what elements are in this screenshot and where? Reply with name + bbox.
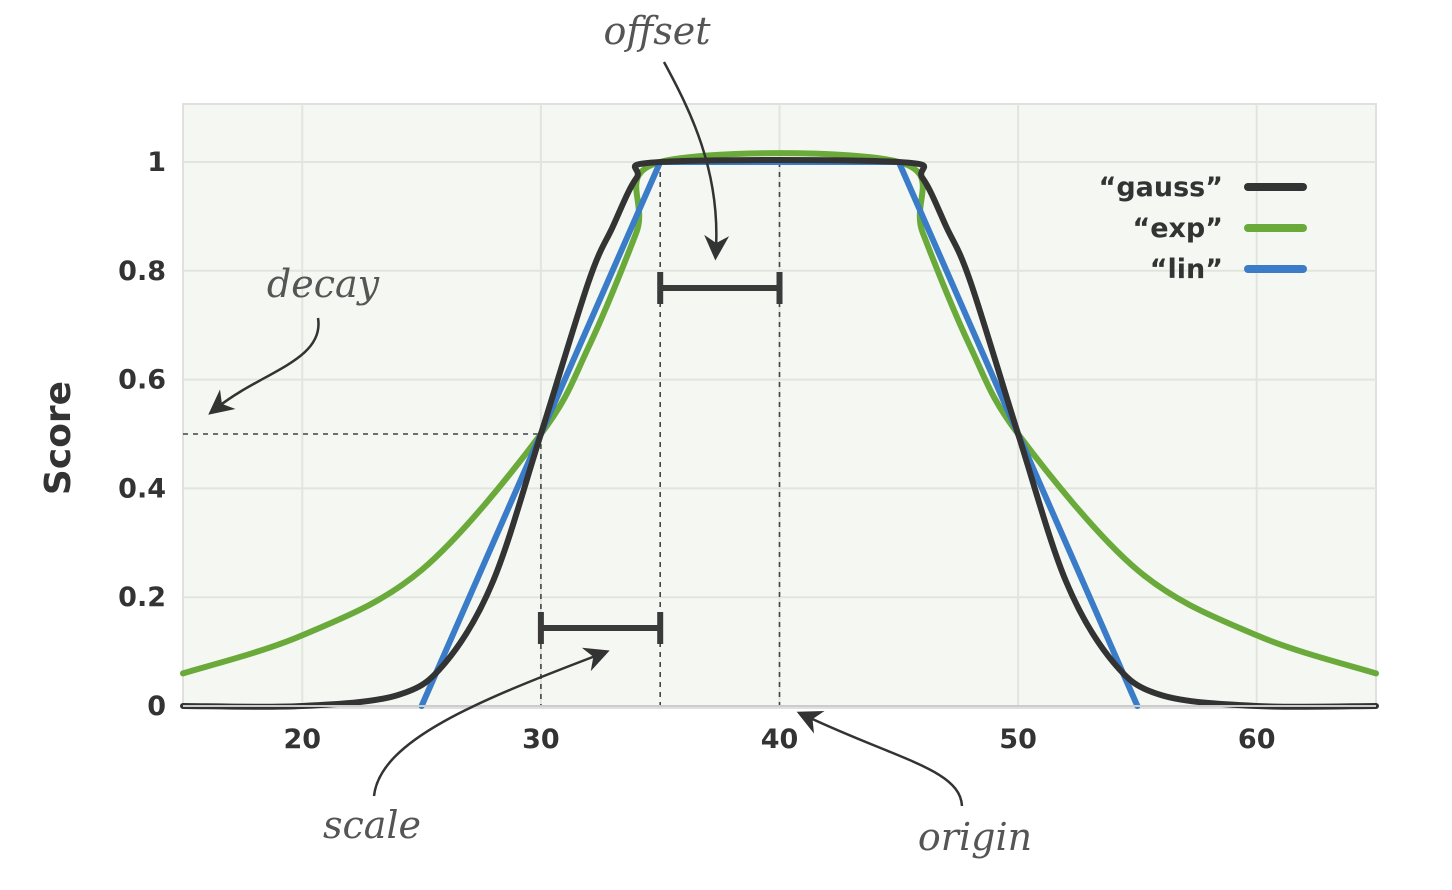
scale-annotation-label: scale <box>323 803 421 847</box>
scale-annotation-arrow <box>372 647 610 797</box>
y-tick-label: 0.4 <box>118 473 166 504</box>
x-tick-labels: 20 30 40 50 60 <box>284 724 1276 755</box>
y-tick-label: 0 <box>147 691 166 722</box>
x-tick-label: 50 <box>999 724 1037 755</box>
x-tick-label: 30 <box>522 724 560 755</box>
range-brackets <box>537 272 783 644</box>
legend-label: “gauss” <box>1099 172 1223 203</box>
scale-bracket <box>537 612 664 644</box>
series-line-gauss <box>180 156 1379 710</box>
offset-annotation-label: offset <box>603 9 711 53</box>
decay-annotation-arrow <box>208 317 320 415</box>
y-tick-label: 0.6 <box>118 365 166 396</box>
decay-annotation-label: decay <box>267 262 380 306</box>
x-tick-label: 20 <box>284 724 322 755</box>
annotations: offset decay scale origin <box>208 9 1032 859</box>
origin-annotation-arrow <box>796 710 964 807</box>
y-tick-label: 0.2 <box>118 582 166 613</box>
y-tick-label: 0.8 <box>118 256 166 287</box>
origin-annotation-label: origin <box>918 815 1032 859</box>
offset-bracket <box>657 272 783 304</box>
y-tick-labels: 0 0.2 0.4 0.6 0.8 1 <box>118 147 166 722</box>
series-layer <box>180 150 1379 710</box>
x-tick-label: 40 <box>761 724 799 755</box>
x-tick-label: 60 <box>1238 724 1276 755</box>
series-line-exp <box>180 150 1379 677</box>
y-tick-label: 1 <box>147 147 166 178</box>
y-axis-label: Score <box>38 381 79 495</box>
legend: “gauss” “exp” “lin” <box>1099 172 1307 285</box>
offset-annotation-arrow <box>662 61 730 261</box>
legend-label: “lin” <box>1150 254 1223 285</box>
legend-label: “exp” <box>1132 213 1223 244</box>
